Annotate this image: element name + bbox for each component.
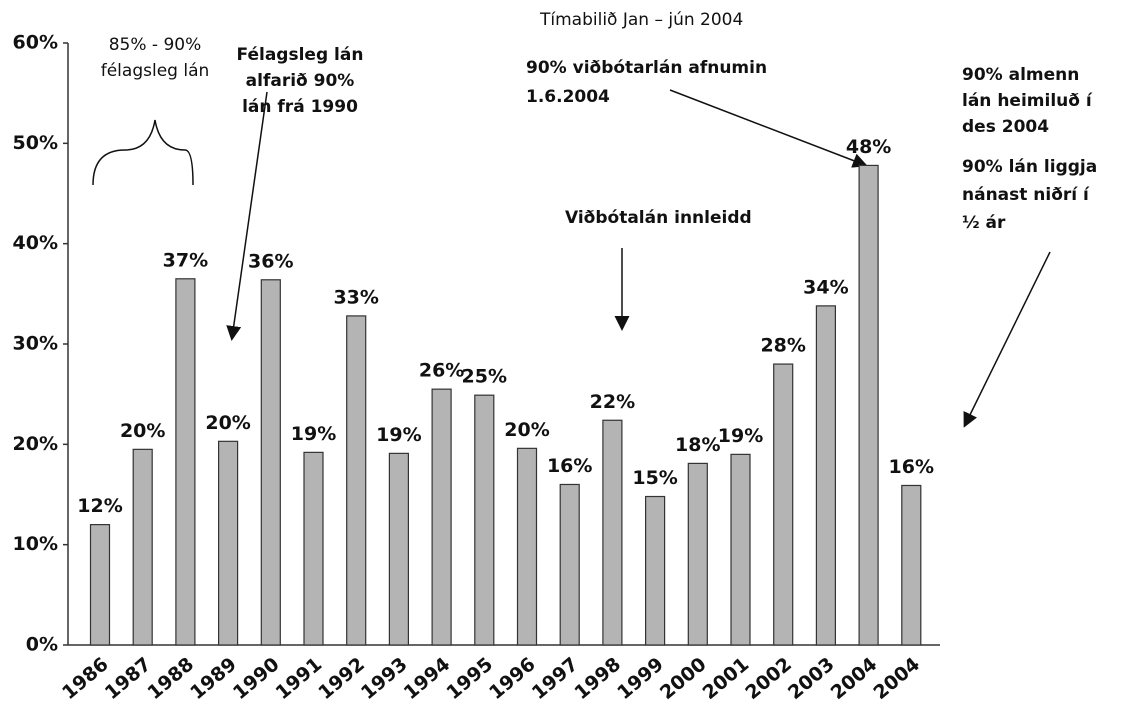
annotation: des 2004 xyxy=(962,117,1049,137)
x-tick-label: 1996 xyxy=(485,653,540,704)
value-label: 37% xyxy=(163,249,208,271)
annotation: ½ ár xyxy=(962,213,1006,233)
bar xyxy=(687,462,708,646)
value-label: 15% xyxy=(632,467,677,489)
x-tick-label: 1998 xyxy=(570,653,625,704)
x-tick-label: 1992 xyxy=(314,653,369,704)
value-label: 34% xyxy=(803,276,848,298)
value-label: 19% xyxy=(718,425,763,447)
y-tick-label: 50% xyxy=(13,132,58,154)
value-label: 19% xyxy=(291,423,336,445)
annotation: 90% lán liggja xyxy=(962,157,1097,177)
value-label: 22% xyxy=(590,391,635,413)
annotation: 85% - 90% xyxy=(109,35,202,55)
annotation: félagsleg lán xyxy=(101,61,210,81)
value-label: 20% xyxy=(504,419,549,441)
value-label: 18% xyxy=(675,434,720,456)
bar xyxy=(858,164,879,646)
bar xyxy=(388,452,409,646)
annotation: 90% viðbótarlán afnumin xyxy=(526,58,767,78)
annotation: 1.6.2004 xyxy=(526,87,610,107)
y-tick-label: 40% xyxy=(13,232,58,254)
bar xyxy=(132,448,153,646)
bar xyxy=(175,278,196,646)
arrow xyxy=(963,251,1051,428)
bar xyxy=(730,453,751,646)
x-tick-label: 1988 xyxy=(143,653,198,704)
value-label: 36% xyxy=(248,250,293,272)
x-tick-label: 1999 xyxy=(613,653,668,704)
x-tick-label: 2003 xyxy=(784,653,839,704)
value-label: 20% xyxy=(205,412,250,434)
x-tick-label: 1991 xyxy=(272,653,327,704)
value-label: 25% xyxy=(462,366,507,388)
bar xyxy=(303,451,324,646)
bar xyxy=(89,523,111,646)
x-tick-label: 2001 xyxy=(699,653,754,704)
bar xyxy=(431,388,452,646)
y-tick-label: 60% xyxy=(13,32,58,54)
annotation: Tímabilið Jan – jún 2004 xyxy=(539,10,743,30)
bar xyxy=(559,483,580,646)
bar xyxy=(346,315,367,646)
x-tick-label: 1995 xyxy=(442,653,497,704)
arrow xyxy=(669,89,868,168)
value-label: 16% xyxy=(547,455,592,477)
bar xyxy=(474,394,495,646)
x-tick-label: 2002 xyxy=(741,653,796,704)
arrow xyxy=(226,91,268,341)
x-tick-label: 1989 xyxy=(186,653,241,704)
bar xyxy=(516,447,538,646)
x-tick-label: 1987 xyxy=(101,653,156,704)
annotation: Viðbótalán innleidd xyxy=(565,208,752,228)
x-tick-label: 1997 xyxy=(528,653,583,704)
value-label: 12% xyxy=(77,495,122,517)
annotation: alfarið 90% xyxy=(246,71,355,91)
y-tick-label: 20% xyxy=(13,433,58,455)
annotation: nánast niðrí í xyxy=(962,185,1090,205)
x-tick-label: 1994 xyxy=(400,653,455,704)
value-label: 26% xyxy=(419,360,464,382)
x-tick-label: 1990 xyxy=(229,653,284,704)
bar xyxy=(901,484,922,646)
x-tick-label: 2004 xyxy=(869,653,924,704)
value-label: 16% xyxy=(889,456,934,478)
x-tick-label: 1993 xyxy=(357,653,412,704)
y-tick-label: 30% xyxy=(13,333,58,355)
annotation: lán heimiluð í xyxy=(962,91,1093,111)
bar xyxy=(644,495,666,646)
x-tick-label: 1986 xyxy=(58,653,113,704)
bar xyxy=(260,279,281,646)
annotation: lán frá 1990 xyxy=(242,97,358,117)
bar xyxy=(602,419,623,646)
y-tick-label: 10% xyxy=(13,533,58,555)
y-tick-label: 0% xyxy=(26,634,58,656)
annotation-arrows xyxy=(92,89,1051,428)
bar xyxy=(218,440,239,646)
bar xyxy=(773,363,794,646)
x-tick-label: 2000 xyxy=(656,653,711,704)
value-label: 20% xyxy=(120,420,165,442)
x-tick-label: 2004 xyxy=(827,653,882,704)
value-label: 48% xyxy=(846,136,891,158)
annotation: Félagsleg lán xyxy=(237,45,364,65)
brace xyxy=(92,119,194,186)
value-label: 33% xyxy=(333,286,378,308)
value-label: 28% xyxy=(760,335,805,357)
bar xyxy=(815,305,837,646)
annotation: 90% almenn xyxy=(962,65,1079,85)
value-label: 19% xyxy=(376,424,421,446)
